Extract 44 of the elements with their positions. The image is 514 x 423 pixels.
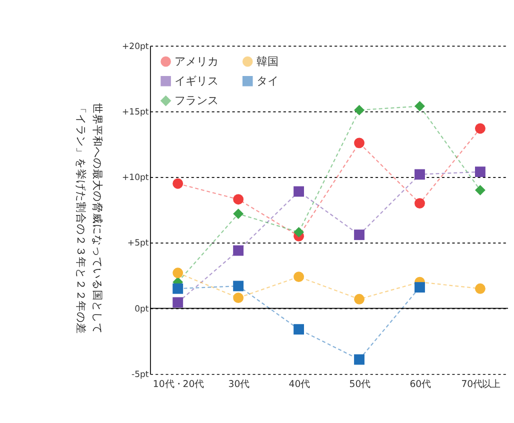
point [233, 245, 244, 256]
point [354, 138, 364, 148]
point [233, 194, 244, 205]
x-tick-label: 40代 [288, 379, 310, 390]
point [233, 208, 244, 220]
y-tick-label: +20pt [122, 42, 150, 52]
point [414, 169, 425, 180]
legend-label: アメリカ [174, 54, 219, 68]
x-tick-label: 70代以上 [461, 379, 500, 390]
point [172, 268, 184, 278]
point [233, 280, 244, 292]
point [354, 354, 364, 365]
legend-label: 韓国 [256, 54, 279, 68]
point [233, 292, 244, 304]
point [294, 324, 304, 335]
point [354, 104, 364, 116]
point [474, 184, 486, 196]
legend-label: タイ [256, 74, 279, 88]
y-tick-label: 0pt [134, 304, 150, 314]
point [474, 283, 486, 294]
point [354, 230, 364, 240]
point [354, 294, 364, 304]
x-tick-label: 10代・20代 [152, 379, 204, 390]
point [414, 282, 425, 293]
x-tick-label: 60代 [410, 379, 431, 390]
point [474, 166, 486, 178]
point [294, 226, 304, 238]
point [474, 123, 486, 134]
y-tick-label: -5pt [131, 370, 150, 380]
legend-label: イギリス [174, 74, 219, 88]
y-tick-label: +15pt [122, 107, 150, 118]
point [172, 178, 184, 189]
point [294, 186, 304, 197]
legend-label: フランス [174, 94, 219, 108]
x-tick-label: 50代 [349, 379, 370, 390]
point [414, 198, 425, 209]
point [294, 272, 304, 282]
y-axis-title: 世界平和への最大の脅威になっている国として「イラン」を挙げた割合の２３年と２２年の差 [74, 102, 104, 334]
point [172, 283, 184, 294]
point [414, 100, 425, 112]
y-tick-label: +10pt [122, 173, 150, 184]
x-tick-label: 30代 [228, 379, 250, 390]
point [172, 297, 184, 308]
y-tick-label: +5pt [127, 238, 150, 249]
